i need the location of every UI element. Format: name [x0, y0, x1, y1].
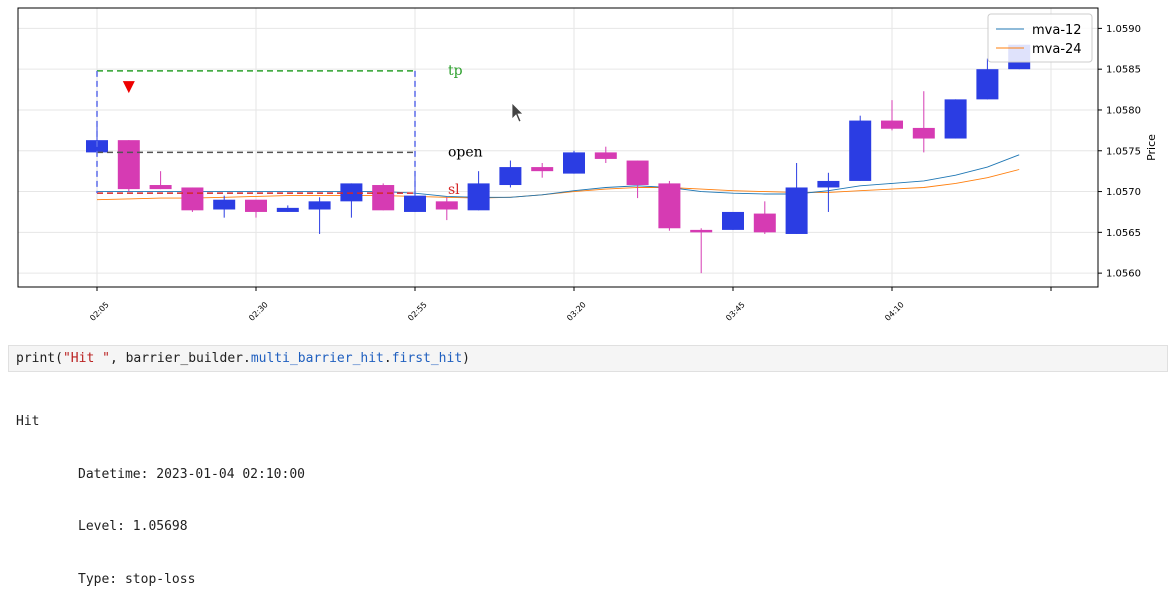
- y-tick-label: 1.0560: [1106, 269, 1141, 280]
- candle-body: [690, 229, 713, 233]
- candle-body: [531, 167, 554, 172]
- candle-body: [245, 199, 267, 212]
- x-tick-label: 02:05: [88, 300, 111, 323]
- grid-lines: [18, 8, 1098, 287]
- x-tick-label: 02:30: [247, 300, 270, 323]
- output-datetime: Datetime: 2023-01-04 02:10:00: [78, 466, 305, 482]
- x-tick-label: 03:20: [565, 300, 588, 323]
- candle-body: [181, 187, 204, 211]
- code-attr-multi-barrier-hit: multi_barrier_hit: [250, 351, 384, 366]
- candle-body: [213, 199, 236, 210]
- candle-body: [117, 140, 140, 190]
- legend-box: [987, 13, 1093, 63]
- sl-label: sl: [448, 182, 460, 198]
- open-label: open: [448, 144, 483, 160]
- candle-body: [626, 160, 649, 186]
- candle-body: [722, 211, 744, 230]
- candle-body: [881, 120, 903, 129]
- y-tick-label: 1.0585: [1106, 65, 1141, 76]
- axes: 1.0560 1.0565 1.0570 1.0575 1.0580 1.0585 1.05…: [17, 7, 1158, 323]
- output-type: Type: stop-loss: [78, 571, 196, 587]
- x-tick-label: 03:45: [724, 300, 747, 323]
- candle-body: [308, 201, 331, 210]
- candle-body: [149, 185, 172, 190]
- cursor-arrow: [511, 102, 524, 123]
- code-separator: , barrier_builder.: [109, 351, 251, 366]
- hit-marker-icon: [122, 81, 135, 94]
- candle-body: [563, 152, 585, 174]
- moving-averages: [96, 154, 1020, 201]
- output-level: Level: 1.05698: [78, 519, 188, 534]
- legend-label: mva-12: [1032, 23, 1082, 38]
- y-axis-label: Price: [1145, 134, 1158, 161]
- y-tick-label: 1.0590: [1106, 24, 1141, 35]
- output-title: Hit: [16, 414, 40, 429]
- candle-body: [753, 213, 776, 233]
- candle-body: [340, 183, 363, 202]
- candle-body: [276, 207, 299, 212]
- x-tick-label: 04:10: [883, 300, 906, 323]
- y-tick-label: 1.0565: [1106, 228, 1141, 239]
- code-dot: .: [383, 351, 392, 366]
- candle-body: [435, 201, 458, 210]
- y-tick-label: 1.0575: [1106, 146, 1141, 157]
- candle-body: [976, 69, 999, 100]
- candle-body: [944, 99, 967, 139]
- candle-body: [499, 167, 522, 186]
- candlestick-chart: tp open sl 1.0560 1.0565 1.0570 1.0575 1.0580 1…: [17, 7, 1158, 323]
- x-tick-label: 02:55: [406, 300, 429, 323]
- y-tick-label: 1.0570: [1106, 187, 1141, 198]
- barrier-box: tp open sl: [96, 63, 483, 198]
- y-tick-label: 1.0580: [1106, 105, 1141, 116]
- candles: [86, 44, 1031, 274]
- candle-body: [912, 127, 935, 139]
- legend: mva-12 mva-24: [987, 13, 1093, 63]
- candle-body: [785, 187, 808, 234]
- candle-body: [467, 183, 490, 211]
- candle-body: [849, 120, 872, 181]
- code-attr-first-hit: first_hit: [391, 351, 463, 366]
- code-cell[interactable]: print("Hit ", barrier_builder.multi_barr…: [8, 345, 1168, 372]
- mva-12-line: [97, 154, 1020, 198]
- candle-body: [817, 180, 840, 188]
- legend-label: mva-24: [1032, 42, 1082, 57]
- code-func: print(: [16, 351, 63, 366]
- plot-frame: [17, 7, 1099, 288]
- code-close: ): [462, 351, 470, 366]
- cell-output: Hit Datetime: 2023-01-04 02:10:00 Level:…: [16, 378, 305, 606]
- tp-label: tp: [448, 63, 463, 79]
- code-string: "Hit ": [62, 351, 110, 366]
- candle-body: [658, 183, 681, 229]
- mouse-cursor-icon: [511, 102, 524, 123]
- candle-body: [594, 152, 617, 159]
- candle-body: [372, 185, 395, 211]
- candle-body: [404, 195, 426, 212]
